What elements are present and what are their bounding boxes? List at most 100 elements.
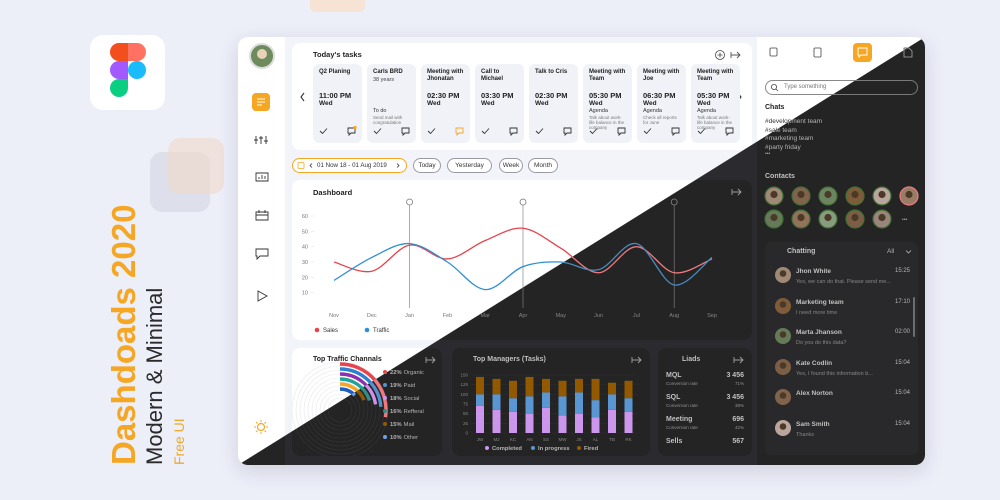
icon-action <box>401 127 410 137</box>
nav <box>238 37 285 465</box>
message-time: 15:04 <box>894 420 910 427</box>
x-tick-label: Jul <box>633 313 640 319</box>
task-card[interactable]: Call to Michael 03:30 PM Wed <box>475 64 524 143</box>
task-card[interactable]: Carls BRD 38 years To do Send mail with con… <box>367 64 416 143</box>
icon-check <box>589 128 598 135</box>
message-row[interactable]: Jhon White 15:25 Yes, we can do that. Plea… <box>765 266 918 294</box>
icon-action <box>671 127 680 137</box>
lead-subtitle: Conversion rate <box>666 425 698 430</box>
dashboard-panel: Dashboard 10 20 30 40 50 60 Nov Dec Jan Feb Mar Apr M… <box>292 180 752 340</box>
bar-segment <box>492 378 501 395</box>
task-card[interactable]: Q2 Planing 11:00 PM Wed <box>313 64 362 143</box>
contact-face <box>878 213 886 222</box>
lead-value: 3 456 <box>726 394 744 401</box>
x-tick-label: JW <box>477 437 484 442</box>
tab-active <box>853 43 872 62</box>
period-button[interactable]: Yesterday <box>447 158 492 173</box>
legend-label: 10% Other <box>390 435 418 441</box>
legend-label: Sales <box>323 328 338 334</box>
y-tick-label: 75 <box>463 402 469 407</box>
legend-label: 15% Mail <box>390 422 414 428</box>
contact-face <box>851 190 859 199</box>
bar-segment <box>476 376 484 395</box>
bar-segment <box>558 380 567 397</box>
legend-swatch <box>314 327 320 333</box>
managers-panel: Top Managers (Tasks) 0 25 50 75 100 125 150 JW MJ… <box>452 348 650 456</box>
legend-category: Paid <box>404 383 416 389</box>
period-button[interactable]: Week <box>499 158 523 173</box>
ring-guide <box>319 389 361 431</box>
task-card[interactable]: Meeting with Team 05:30 PM Wed Agenda Talk a… <box>583 64 632 143</box>
message-text: Yes, I found this information b... <box>796 370 873 377</box>
message-name: Marta Jhanson <box>796 329 842 336</box>
icon-check <box>643 128 652 135</box>
y-tick-label: 40 <box>302 245 308 251</box>
message-row[interactable]: Alex Norton 15:04 <box>765 388 918 416</box>
legend-swatch <box>383 409 387 413</box>
x-tick-label: Apr <box>519 313 528 319</box>
message-name: Sam Smith <box>796 420 830 428</box>
icon-next <box>396 163 400 168</box>
graphic <box>643 127 680 137</box>
leads-panel: Liads MQL 3 456 Conversion rate 71% SQL 3 456 C… <box>658 348 752 456</box>
tasks-panel: Today's tasks Q2 Planing 11:00 PM Wed Carls … <box>292 43 752 150</box>
icon-search <box>771 84 777 90</box>
icon-prev <box>309 163 313 168</box>
period-button[interactable]: Month <box>528 158 558 173</box>
bar-segment <box>558 396 567 416</box>
task-card[interactable]: Meeting with Jhonatan 02:30 PM Wed <box>421 64 470 143</box>
task-card[interactable]: Meeting with Team 05:30 PM Wed Agenda Talk a… <box>691 64 740 143</box>
icon-arrow <box>731 188 742 196</box>
message-row[interactable]: Kate Codlin 15:04 Yes, I found this inform… <box>765 358 918 386</box>
task-card[interactable]: Talk to Cris 02:30 PM Wed <box>529 64 578 143</box>
bar-segment <box>509 411 517 433</box>
message-text: Yes, we can do that. Please send me... <box>796 279 891 285</box>
icon-action <box>509 127 518 137</box>
graphic <box>373 127 410 137</box>
bar-segment <box>575 413 583 433</box>
message-name: Kate Codlin <box>796 359 833 367</box>
search-box[interactable]: Type something <box>765 80 918 95</box>
bar-segment <box>492 394 501 410</box>
legend-label: 16% Refferal <box>390 409 424 415</box>
lead-subtitle: Conversion rate <box>666 403 698 408</box>
lead-rate: 42% <box>734 425 744 430</box>
icon-copy <box>769 47 778 57</box>
message-row[interactable]: Marta Jhanson 02:00 Do you do this data? <box>765 327 918 355</box>
contact-face <box>851 213 859 222</box>
ring-guide <box>315 385 365 435</box>
period-button[interactable]: Today <box>413 158 441 173</box>
channel: #sale team <box>765 126 797 134</box>
legend-category: Organic <box>404 370 424 376</box>
message-text: I need more time <box>796 309 838 316</box>
x-tick-label: Mar <box>480 313 490 319</box>
task-card[interactable]: Meeting with Joe 06:30 PM Wed Agenda Check a… <box>637 64 686 143</box>
nav-icon <box>255 248 269 261</box>
logo-part <box>110 61 128 79</box>
message-time: 15:25 <box>894 268 910 274</box>
legend-category: Social <box>404 396 420 402</box>
bar-segment <box>509 398 517 412</box>
message-row[interactable]: Marketing team 17:10 I need more time <box>765 297 918 325</box>
nav-icon <box>254 136 268 144</box>
bar-segment <box>525 376 534 397</box>
deco-square <box>168 138 224 194</box>
date-range[interactable]: 01 Now 18 - 01 Aug 2019 <box>292 158 407 173</box>
logo-part <box>110 43 128 61</box>
y-tick-label: 150 <box>460 373 468 378</box>
message-row[interactable]: Sam Smith 15:04 Thanks <box>765 419 918 447</box>
bar-segment <box>624 411 633 433</box>
y-tick-label: 10 <box>302 291 308 297</box>
message-time: 17:10 <box>894 298 910 305</box>
contact-face <box>797 213 805 222</box>
bar-segment <box>608 409 616 433</box>
icon-check <box>481 128 490 135</box>
x-tick-label: MJ <box>494 437 500 442</box>
icon-check <box>697 128 706 135</box>
y-tick-label: 100 <box>460 392 468 397</box>
channel: #party friday <box>765 143 801 151</box>
contact-face <box>824 190 832 199</box>
nav-icon <box>255 210 269 221</box>
legend-category: Refferal <box>404 409 424 415</box>
